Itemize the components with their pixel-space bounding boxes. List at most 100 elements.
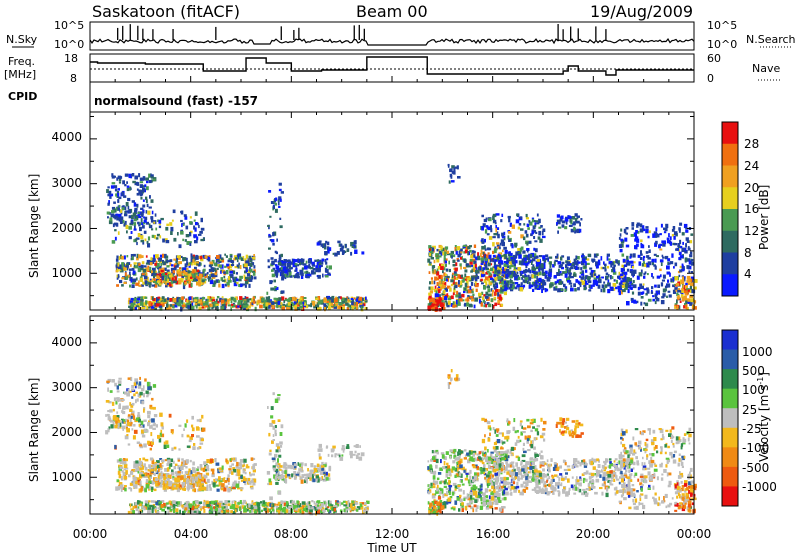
power-cell (233, 255, 237, 259)
power-cell (211, 262, 214, 267)
power-cell (494, 221, 497, 225)
power-cell (485, 257, 488, 262)
velocity-cell (129, 503, 132, 508)
power-cell (302, 301, 305, 305)
velocity-cell (257, 506, 261, 511)
power-cell (589, 267, 593, 270)
power-cell (132, 212, 137, 217)
velocity-cell (196, 427, 200, 431)
power-cell (150, 176, 154, 179)
velocity-cell (151, 508, 154, 514)
power-cell (646, 262, 650, 267)
power-cell (107, 202, 110, 206)
power-cell (275, 265, 280, 270)
velocity-cell (134, 477, 138, 481)
velocity-cell (109, 409, 113, 413)
power-cell (270, 201, 275, 204)
power-cell (324, 275, 329, 278)
power-cell (691, 259, 694, 262)
velocity-cell (214, 458, 217, 462)
power-cell (494, 269, 498, 274)
power-cell (490, 288, 493, 292)
power-cell (123, 266, 126, 271)
power-cell (557, 281, 560, 285)
power-cell (110, 185, 115, 189)
power-cell (610, 260, 613, 265)
velocity-cell (115, 400, 118, 405)
velocity-cell (218, 511, 221, 515)
velocity-cell (321, 461, 324, 466)
power-cell (339, 248, 344, 252)
power-cell (570, 266, 574, 270)
velocity-cell (206, 484, 209, 489)
power-cell (501, 274, 505, 277)
power-cell (673, 231, 678, 236)
power-cell (526, 242, 529, 246)
velocity-cell (148, 485, 152, 490)
power-cell (448, 260, 450, 265)
velocity-cell (221, 465, 224, 470)
power-cell (625, 279, 629, 285)
velocity-cell (109, 390, 113, 393)
power-cell (495, 242, 500, 245)
power-cell (217, 259, 221, 262)
power-cell (524, 275, 528, 278)
power-cell (479, 266, 482, 271)
station-title: Saskatoon (fitACF) (92, 2, 240, 21)
power-cell (463, 258, 466, 262)
power-cell (311, 270, 315, 275)
power-cell (140, 235, 144, 240)
power-cell (513, 266, 516, 270)
velocity-cell (152, 438, 154, 442)
power-cell (188, 296, 192, 301)
power-cell (303, 265, 308, 270)
power-cell (686, 258, 691, 262)
power-cell (280, 269, 285, 274)
velocity-cell (202, 502, 207, 507)
power-cell (114, 216, 117, 220)
power-cell (535, 231, 538, 234)
power-cell (123, 195, 127, 198)
power-cell (117, 274, 120, 279)
power-cell (595, 262, 598, 266)
power-cell (221, 283, 225, 289)
power-cell (323, 298, 327, 303)
power-cell (140, 299, 144, 302)
power-cell (564, 271, 567, 274)
power-cell (581, 255, 585, 258)
power-cell (114, 188, 118, 192)
power-cell (145, 199, 148, 204)
velocity-cell (205, 500, 209, 505)
velocity-cell (135, 467, 139, 472)
power-colorbar-segment (722, 230, 738, 253)
power-cell (655, 227, 658, 232)
power-cell (543, 279, 546, 284)
power-cell (261, 297, 265, 302)
power-cell (539, 285, 543, 289)
power-cell (474, 277, 478, 282)
velocity-cell (133, 429, 138, 434)
velocity-cell (268, 508, 272, 512)
velocity-cell (159, 463, 162, 468)
power-cell (221, 301, 224, 305)
power-cell (136, 299, 139, 303)
velocity-cell (160, 464, 164, 467)
power-cell (622, 282, 626, 285)
power-cell (215, 260, 218, 265)
velocity-cell (160, 422, 164, 427)
power-cell (490, 258, 494, 262)
velocity-cell (204, 481, 208, 484)
velocity-cell (291, 500, 296, 504)
velocity-cell (118, 377, 122, 380)
power-cell (195, 255, 199, 260)
power-cell (198, 306, 202, 310)
power-cell (161, 267, 165, 270)
power-cell (128, 297, 131, 302)
power-cell (257, 299, 262, 303)
power-cell (661, 254, 664, 257)
power-cell (245, 268, 248, 273)
power-cell (487, 252, 490, 255)
power-cell (341, 251, 345, 255)
power-cell (278, 267, 281, 272)
power-cell (498, 276, 502, 280)
